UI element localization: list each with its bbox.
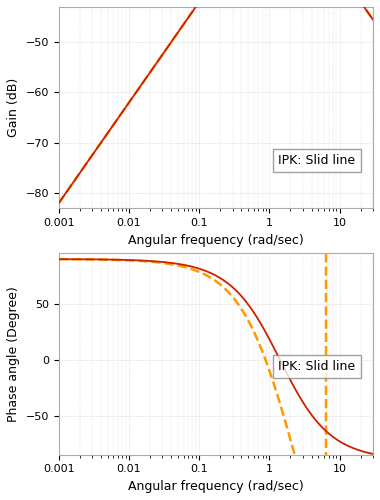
Y-axis label: Phase angle (Degree): Phase angle (Degree) <box>7 286 20 422</box>
Y-axis label: Gain (dB): Gain (dB) <box>7 78 20 137</box>
X-axis label: Angular frequency (rad/sec): Angular frequency (rad/sec) <box>128 480 304 493</box>
Legend: IPK: Slid line: IPK: Slid line <box>273 355 361 378</box>
X-axis label: Angular frequency (rad/sec): Angular frequency (rad/sec) <box>128 234 304 246</box>
Legend: IPK: Slid line: IPK: Slid line <box>273 149 361 172</box>
